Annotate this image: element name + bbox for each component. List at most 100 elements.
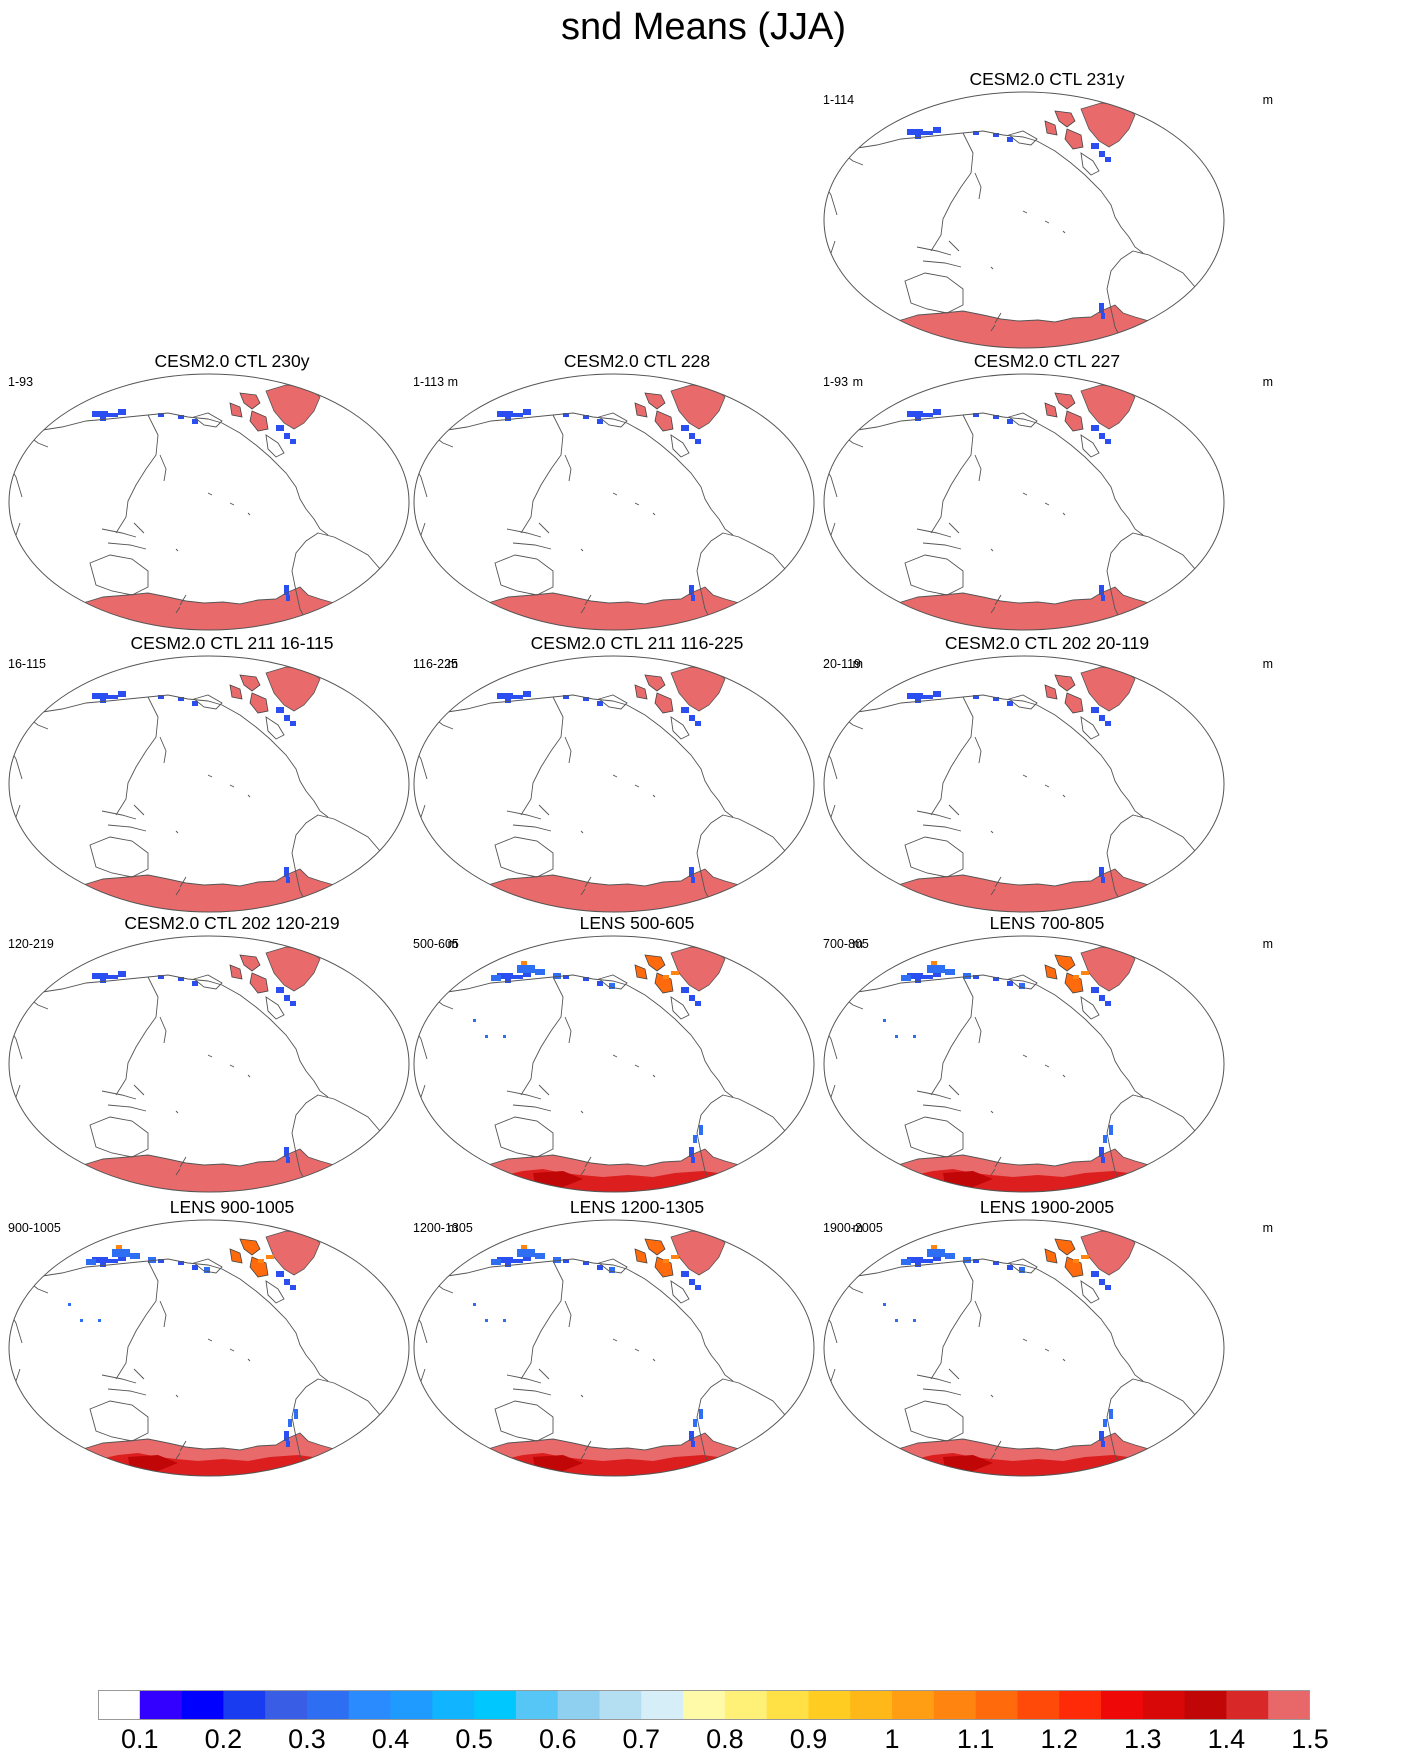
snow-cell: [901, 975, 911, 981]
snow-cell: [915, 1263, 921, 1267]
panel-units: m: [1262, 375, 1273, 389]
coastline-africa: [414, 462, 428, 542]
colorbar-box: [1101, 1690, 1144, 1720]
snow-cell: [178, 1261, 184, 1265]
colorbar-box: [1017, 1690, 1060, 1720]
snow-cell: [1101, 1157, 1105, 1163]
snow-cell: [689, 995, 695, 1001]
coastline-islands: [990, 774, 1066, 834]
snow-cell: [933, 409, 941, 415]
coastline-namerica: [221, 1268, 329, 1382]
snow-cell: [1105, 1001, 1111, 1006]
coastline-indonesia: [101, 1084, 147, 1112]
panel-units: m: [447, 1221, 458, 1235]
coastline-namerica: [221, 984, 329, 1098]
snow-cell: [1091, 143, 1099, 149]
map-panel: LENS 700-805 700-805 m: [815, 912, 1279, 1222]
snow-cell: [1101, 313, 1105, 319]
snow-cell: [517, 1249, 535, 1257]
coastline-europe: [424, 1276, 454, 1294]
coastline-asiaCoast: [35, 412, 223, 432]
panel-year-range: 16-115: [8, 657, 46, 671]
coastline-alaska: [598, 412, 628, 428]
snow-cell: [609, 983, 615, 989]
panel-units: m: [447, 657, 458, 671]
snow-cell: [1019, 1267, 1025, 1273]
coastline-hudson: [265, 716, 285, 740]
snow-cell: [689, 1279, 695, 1285]
coastline-namerica: [626, 704, 734, 818]
snow-cell: [192, 981, 198, 986]
snow-cell: [663, 1259, 669, 1263]
map-content: [824, 1230, 1196, 1476]
coastline-islands: [175, 1338, 251, 1398]
world-map: [8, 1219, 410, 1477]
snow-cell: [927, 1249, 945, 1257]
colorbar-tick-label: 0.1: [121, 1724, 159, 1754]
coastline-australia: [89, 1116, 149, 1158]
snow-cell: [1099, 1279, 1105, 1285]
coastline-europe: [19, 992, 49, 1010]
coastline-nz: [580, 876, 592, 896]
coastline-alaska: [193, 1258, 223, 1274]
snow-cell: [116, 1245, 122, 1249]
panel-title: LENS 500-605: [579, 913, 695, 933]
coastline-asiaEast: [520, 414, 564, 534]
coastline-japan: [974, 1300, 982, 1328]
coastline-australia: [494, 554, 554, 596]
coastline-asiaEast: [520, 976, 564, 1096]
map-panel: CESM2.0 CTL 231y 1-114 m: [815, 68, 1279, 378]
coastline-islands: [580, 774, 656, 834]
map-border: [823, 373, 1225, 631]
map-border: [823, 1219, 1225, 1477]
snow-cell: [963, 1257, 971, 1263]
colorbar-box: [1059, 1690, 1102, 1720]
snow-cell: [288, 1419, 292, 1427]
map-panel: CESM2.0 CTL 230y 1-93 m: [0, 350, 464, 660]
panel-title: CESM2.0 CTL 211 16-115: [130, 633, 334, 653]
snow-cell: [883, 1019, 886, 1022]
coastline-namerica: [626, 422, 734, 536]
coastline-hudson: [670, 716, 690, 740]
colorbar-tick-label: 1.2: [1040, 1724, 1079, 1754]
panel-title: LENS 1900-2005: [979, 1197, 1115, 1217]
coastline-japan: [974, 172, 982, 200]
coastline-asiaCoast: [440, 974, 628, 994]
colorbar-box: [181, 1690, 224, 1720]
snow-cell: [108, 695, 118, 699]
coastline-indonesia: [916, 240, 962, 268]
antarctica-deep-snow: [943, 1455, 993, 1471]
snow-cell: [609, 1267, 615, 1273]
panel-title: LENS 700-805: [989, 913, 1105, 933]
snow-cell: [286, 1441, 290, 1447]
coastline-japan: [974, 1016, 982, 1044]
panel-units: m: [852, 937, 863, 951]
coastline-hudson: [1080, 434, 1100, 458]
snow-cell: [563, 1259, 569, 1263]
arctic-archipelago: [634, 954, 674, 994]
coastline-asiaCoast: [850, 974, 1038, 994]
map-content: [824, 384, 1196, 630]
coastline-indonesia: [101, 522, 147, 550]
panel-year-range: 1900-2005: [823, 1221, 883, 1235]
snow-cell: [118, 1255, 126, 1261]
coastline-hudson: [1080, 716, 1100, 740]
map-border: [823, 91, 1225, 349]
snow-cell: [1091, 425, 1099, 431]
coastline-namerica: [1036, 1268, 1144, 1382]
snow-cell: [284, 1431, 289, 1441]
snow-cell: [923, 695, 933, 699]
coastline-hudson: [670, 434, 690, 458]
coastline-hudson: [670, 1280, 690, 1304]
snow-cell: [973, 975, 979, 979]
coastline-africa: [414, 744, 428, 824]
snow-cell: [535, 1253, 545, 1259]
snow-cell: [695, 1285, 701, 1290]
coastline-asiaCoast: [35, 694, 223, 714]
snow-cell: [933, 127, 941, 133]
coastline-asiaCoast: [850, 412, 1038, 432]
snow-cell: [691, 1441, 695, 1447]
coastline-europe: [834, 992, 864, 1010]
snow-cell: [158, 975, 164, 979]
panel-title: LENS 900-1005: [169, 1197, 295, 1217]
